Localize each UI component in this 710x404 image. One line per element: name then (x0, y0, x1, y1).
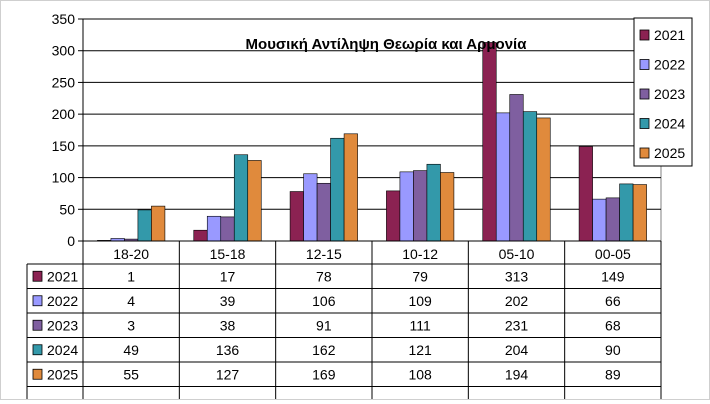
legend-key (639, 118, 650, 129)
bar (247, 160, 262, 242)
x-tick-label: 18-20 (113, 246, 149, 262)
legend-label: 2021 (654, 27, 685, 43)
bar (206, 215, 222, 242)
table-cell: 91 (316, 317, 332, 333)
bar (220, 216, 235, 242)
table-legend-key (32, 295, 43, 307)
y-tick-label: 0 (67, 233, 75, 249)
table-cell: 89 (605, 366, 621, 382)
bar (316, 182, 331, 242)
legend-label: 2024 (654, 116, 685, 132)
table-cell: 204 (505, 342, 529, 358)
legend-label: 2023 (654, 86, 685, 102)
x-tick-label: 15-18 (210, 246, 246, 262)
table-cell: 202 (505, 293, 529, 309)
table-legend-key (32, 368, 43, 380)
y-axis: 0 50 100 150 200 250 300 350 (52, 11, 84, 249)
bar (632, 184, 647, 242)
legend-key (639, 147, 650, 159)
table-cell: 1 (127, 268, 135, 284)
chart-title: Μουσική Αντίληψη Θεωρία και Αρμονία (246, 36, 528, 53)
y-tick-label: 350 (52, 11, 76, 27)
table-cell: 49 (123, 342, 139, 358)
bar (303, 173, 318, 242)
bar (605, 197, 620, 242)
table-series-label: 2023 (47, 317, 78, 333)
y-tick-label: 300 (52, 43, 76, 59)
legend-label: 2022 (654, 57, 685, 73)
bar (330, 137, 345, 242)
y-tick-label: 200 (52, 106, 76, 122)
bar (482, 42, 497, 242)
bar (536, 117, 551, 242)
table-series-label: 2021 (47, 268, 78, 284)
table-series-label: 2024 (47, 342, 78, 358)
x-tick-label: 12-15 (306, 246, 342, 262)
y-tick-label: 150 (52, 138, 76, 154)
x-tick-label: 00-05 (595, 246, 631, 262)
x-tick-label: 05-10 (499, 246, 535, 262)
table-cell: 194 (505, 366, 529, 382)
legend-label: 2025 (654, 145, 685, 161)
table-cell: 66 (605, 293, 621, 309)
table-legend-key (32, 344, 43, 356)
bar (413, 170, 428, 242)
bar (592, 198, 607, 242)
table-series-label: 2025 (47, 366, 78, 382)
bar (193, 229, 208, 242)
bar (619, 183, 634, 242)
bar (426, 163, 441, 242)
table-cell: 55 (123, 366, 139, 382)
table-cell: 4 (127, 293, 135, 309)
table-series-label: 2022 (47, 293, 78, 309)
table-cell: 39 (220, 293, 236, 309)
table-cell: 78 (316, 268, 332, 284)
legend: 2021 2022 2023 2024 2025 (633, 17, 693, 167)
table-cell: 109 (408, 293, 432, 309)
table-cell: 90 (605, 342, 621, 358)
table-cell: 169 (312, 366, 336, 382)
bar (386, 190, 401, 242)
bar (343, 133, 358, 242)
table-cell: 231 (505, 317, 529, 333)
bars (97, 42, 647, 242)
legend-key (639, 59, 650, 70)
y-tick-label: 250 (52, 74, 76, 90)
table-cell: 162 (312, 342, 336, 358)
table-cell: 38 (220, 317, 236, 333)
y-tick-label: 50 (59, 201, 75, 217)
bar (151, 205, 166, 242)
table-cell: 108 (408, 366, 432, 382)
table-cell: 106 (312, 293, 336, 309)
data-table: 18-20 15-18 12-15 10-12 05-10 00-05 2021 1 17 78 7… (26, 240, 662, 404)
table-cell: 136 (216, 342, 240, 358)
bar (509, 94, 524, 242)
table-cell: 68 (605, 317, 621, 333)
bar (440, 172, 455, 242)
bar (522, 111, 538, 242)
legend-key (639, 88, 650, 100)
bar (137, 209, 152, 242)
table-cell: 3 (127, 317, 135, 333)
table-legend-key (32, 270, 43, 282)
table-cell: 17 (220, 268, 236, 284)
table-legend-key (32, 319, 43, 331)
y-tick-label: 100 (52, 170, 76, 186)
legend-key (639, 29, 650, 41)
bar (578, 146, 593, 242)
bar (233, 154, 249, 242)
table-cell: 313 (505, 268, 529, 284)
bar (495, 112, 511, 242)
x-tick-label: 10-12 (402, 246, 438, 262)
table-cell: 149 (601, 268, 625, 284)
table-cell: 127 (216, 366, 240, 382)
table-cell: 111 (410, 317, 431, 333)
table-cell: 121 (408, 342, 432, 358)
bar (289, 191, 304, 242)
table-cell: 79 (412, 268, 428, 284)
bar (399, 171, 414, 242)
